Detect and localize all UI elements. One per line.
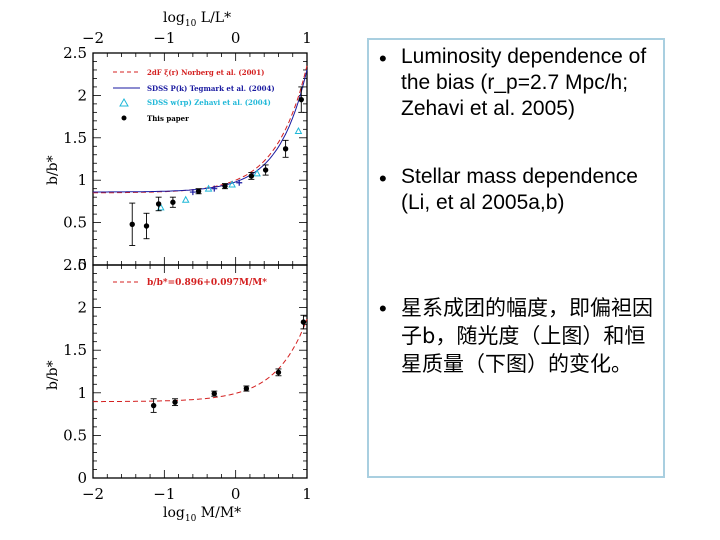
top-y-tick-label: 0.5 [63, 214, 87, 232]
top-y-tick-label: 1 [77, 171, 87, 189]
bottom-data-point [211, 390, 217, 397]
bottom-data-point [172, 399, 178, 405]
top-zehavi-point [156, 203, 165, 211]
bullet-marker: • [379, 296, 387, 321]
notes-panel: • Luminosity dependence of the bias (r_p… [367, 38, 665, 478]
bullet-marker: • [379, 166, 387, 191]
legend-this-paper-marker [121, 115, 127, 121]
bottom-x-tick-label: −2 [82, 485, 104, 503]
top-x-tick-label: −2 [82, 29, 104, 47]
bottom-legend: b/b*=0.896+0.097M/M* [113, 278, 267, 288]
top-x-axis-label: log10 L/L* [163, 10, 231, 29]
top-data-point [143, 223, 150, 229]
top-data-point [248, 173, 255, 179]
bottom-y-tick-label: 1.5 [63, 341, 87, 359]
axis-tick-labels: 00.511.522.5−2 −1 0 100.511.522.5−2 −1 0 1 [63, 29, 312, 503]
top-data-point [222, 183, 228, 189]
top-data-point [298, 96, 304, 103]
top-data-point [155, 201, 162, 207]
top-tegmark-point [189, 189, 196, 196]
legend-zehavi-label: SDSS w(rp) Zehavi et al. (2004) [147, 98, 271, 107]
bottom-y-tick-label: 0 [77, 469, 87, 487]
top-data-point [129, 221, 135, 227]
bottom-x-tick-label: 1 [302, 485, 312, 503]
bottom-x-tick-label: 0 [231, 485, 241, 503]
top-data-point [282, 146, 289, 152]
bottom-y-tick-label: 1 [77, 384, 87, 402]
legend-this-paper-label: This paper [147, 114, 189, 123]
top-zehavi-point [294, 126, 303, 135]
bottom-data-point [300, 319, 307, 325]
top-zehavi-point [253, 169, 261, 177]
bottom-data-point [243, 385, 250, 392]
legend-tegmark-label: SDSS P(k) Tegmark et al. (2004) [147, 84, 275, 93]
bottom-x-axis-label: log10 M/M* [163, 505, 241, 524]
top-data-point [170, 199, 176, 205]
bottom-fit-curve [93, 318, 308, 403]
bullet-stellar-mass-text: Stellar mass dependence (Li, et al 2005a… [401, 165, 638, 214]
top-tegmark-point [211, 185, 218, 192]
bottom-y-tick-label: 2 [77, 299, 87, 317]
top-zehavi-point [204, 184, 213, 192]
top-x-tick-label: 0 [231, 29, 241, 47]
top-legend: 2dF ξ(r) Norberg et al. (2001) SDSS P(k)… [113, 68, 275, 123]
top-y-tick-label: 1.5 [63, 129, 87, 147]
legend-zehavi-triangle-icon [119, 97, 129, 107]
top-x-tick-label: 1 [302, 29, 312, 47]
bottom-panel-frame [92, 264, 308, 479]
top-data-point [195, 188, 202, 194]
bottom-y-tick-label: 0.5 [63, 426, 87, 444]
top-x-tick-label: −1 [153, 29, 175, 47]
data-points [129, 86, 307, 413]
top-tegmark-point [236, 179, 243, 186]
bottom-y-axis-label: b/b* [45, 360, 61, 390]
top-y-axis-label: b/b* [45, 155, 61, 185]
axis-ticks [92, 52, 308, 479]
bottom-x-tick-label: −1 [153, 485, 175, 503]
bullet-luminosity-text: Luminosity dependence of the bias (r_p=2… [401, 45, 647, 120]
legend-fit-label: b/b*=0.896+0.097M/M* [147, 278, 267, 288]
bottom-y-tick-label: 2.5 [63, 256, 87, 274]
bullet-chinese-text: 星系成团的幅度，即偏袒因子b，随光度（上图）和恒星质量（下图）的变化。 [401, 296, 653, 376]
bottom-data-point [150, 402, 157, 409]
bottom-data-point [275, 369, 282, 376]
legend-2df-label: 2dF ξ(r) Norberg et al. (2001) [147, 68, 265, 77]
top-y-tick-label: 0 [77, 256, 87, 274]
top-zehavi-point [181, 195, 190, 203]
bullet-marker: • [379, 46, 387, 71]
top-y-tick-label: 2.5 [63, 44, 87, 62]
top-y-tick-label: 2 [77, 86, 87, 104]
top-zehavi-point [228, 180, 236, 188]
top-data-point [262, 167, 269, 173]
